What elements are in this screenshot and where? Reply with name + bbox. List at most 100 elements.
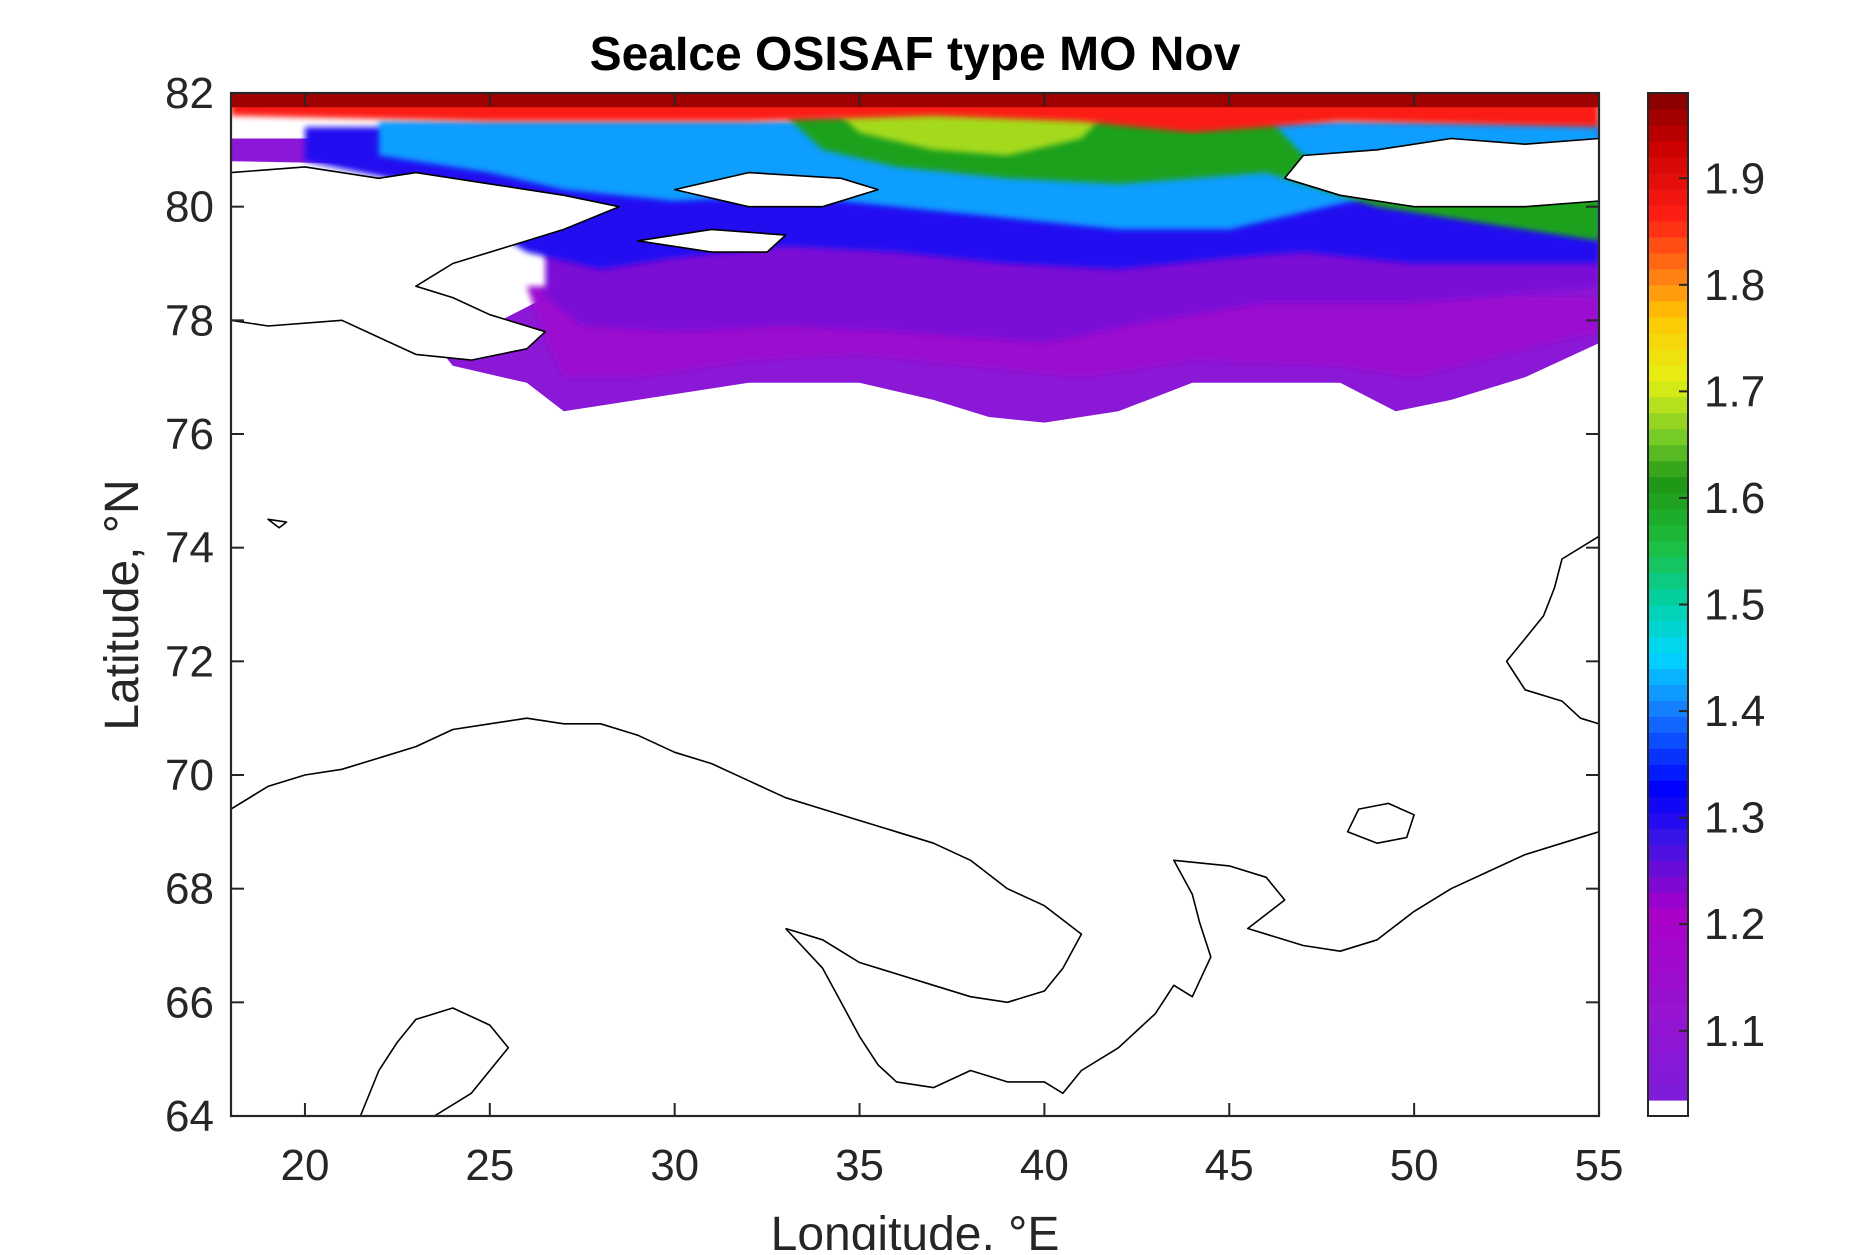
colorbar-bin xyxy=(1648,364,1688,382)
colorbar-bin xyxy=(1648,700,1688,717)
colorbar-tick-label: 1.4 xyxy=(1704,687,1765,736)
colorbar xyxy=(1647,92,1689,1117)
colorbar-bin xyxy=(1648,508,1688,526)
y-tick-label: 78 xyxy=(165,296,214,345)
colorbar-bin xyxy=(1648,1004,1688,1021)
franz-josef-land-coast xyxy=(1283,137,1599,208)
franz-josef-land-mask xyxy=(1284,138,1599,207)
colorbar-bin xyxy=(1648,796,1688,813)
colorbar-bin xyxy=(1648,156,1688,174)
bear-island-coast xyxy=(267,518,288,529)
colorbar-bin xyxy=(1648,684,1688,701)
colorbar-bin xyxy=(1648,236,1688,254)
colorbar-bin xyxy=(1648,1052,1688,1069)
svalbard-mask xyxy=(231,166,620,361)
ice-band-darkred xyxy=(231,93,1599,108)
colorbar-bin xyxy=(1648,300,1688,318)
colorbar-bin xyxy=(1648,668,1688,686)
colorbar-bin xyxy=(1648,764,1688,781)
x-tick-label: 55 xyxy=(1575,1141,1624,1190)
y-tick-label: 72 xyxy=(165,637,214,686)
y-tick-label: 74 xyxy=(165,524,214,573)
colorbar-tick-label: 1.2 xyxy=(1704,900,1765,949)
colorbar-bin xyxy=(1648,220,1688,238)
colorbar-bin xyxy=(1648,444,1688,462)
colorbar-bin xyxy=(1648,252,1688,270)
colorbar-bin xyxy=(1648,652,1688,670)
colorbar-bin xyxy=(1648,380,1688,398)
colorbar-bin xyxy=(1648,940,1688,957)
colorbar-bin xyxy=(1648,188,1688,206)
novaya-zemlya-coast xyxy=(1505,535,1599,725)
colorbar-bin xyxy=(1648,956,1688,973)
colorbar-bin xyxy=(1648,332,1688,350)
colorbar-bin xyxy=(1648,1020,1688,1037)
coastline xyxy=(231,137,1599,1116)
colorbar-bin xyxy=(1648,1036,1688,1053)
colorbar-bin xyxy=(1648,780,1688,797)
colorbar-bin xyxy=(1648,828,1688,845)
colorbar-bin xyxy=(1648,1100,1688,1117)
y-tick-label: 82 xyxy=(165,69,214,118)
colorbar-bin xyxy=(1648,988,1688,1005)
y-tick-label: 70 xyxy=(165,751,214,800)
land-mask xyxy=(231,138,1599,361)
colorbar-bin xyxy=(1648,572,1688,590)
colorbar-tick-label: 1.5 xyxy=(1704,581,1765,630)
colorbar-bin xyxy=(1648,348,1688,366)
colorbar-bin xyxy=(1648,732,1688,749)
colorbar-bin xyxy=(1648,428,1688,446)
colorbar-ticks: 1.1 1.2 1.3 1.4 1.5 1.6 1.7 1.8 1.9 xyxy=(1679,154,1765,1056)
x-tick-label: 35 xyxy=(835,1141,884,1190)
colorbar-bin xyxy=(1648,860,1688,877)
x-axis-label: Longitude, °E xyxy=(771,1208,1060,1250)
colorbar-tick-label: 1.1 xyxy=(1704,1007,1765,1056)
colorbar-bin xyxy=(1648,748,1688,765)
y-tick-label: 68 xyxy=(165,865,214,914)
x-tick-label: 45 xyxy=(1205,1141,1254,1190)
ice-band-violet xyxy=(545,246,1599,344)
y-tick-label: 76 xyxy=(165,410,214,459)
colorbar-bin xyxy=(1648,204,1688,222)
colorbar-bin xyxy=(1648,524,1688,542)
y-tick-label: 66 xyxy=(165,978,214,1027)
colorbar-bin xyxy=(1648,1084,1688,1101)
x-axis-ticks: 20 25 30 35 40 45 50 55 xyxy=(280,93,1623,1190)
y-tick-label: 80 xyxy=(165,183,214,232)
colorbar-bin xyxy=(1648,908,1688,925)
colorbar-bin xyxy=(1648,1068,1688,1085)
kvitoya-mask xyxy=(674,172,878,207)
colorbar-bin xyxy=(1648,396,1688,414)
colorbar-bin xyxy=(1648,556,1688,574)
x-tick-label: 25 xyxy=(465,1141,514,1190)
colorbar-bin xyxy=(1648,844,1688,861)
colorbar-bin xyxy=(1648,876,1688,893)
colorbar-bin xyxy=(1648,620,1688,638)
x-tick-label: 20 xyxy=(280,1141,329,1190)
colorbar-tick-label: 1.7 xyxy=(1704,367,1765,416)
colorbar-tick-label: 1.6 xyxy=(1704,474,1765,523)
colorbar-bin xyxy=(1648,412,1688,430)
plot-frame xyxy=(229,91,1601,1118)
chart-title: SeaIce OSISAF type MO Nov xyxy=(590,28,1241,81)
colorbar-bin xyxy=(1648,588,1688,606)
kola-coast xyxy=(231,717,1083,1004)
colorbar-bin xyxy=(1648,540,1688,558)
svalbard-coast xyxy=(231,166,620,361)
colorbar-bin xyxy=(1648,460,1688,478)
colorbar-bin xyxy=(1648,268,1688,286)
white-sea-coast xyxy=(785,831,1599,1095)
colorbar-tick-label: 1.3 xyxy=(1704,794,1765,843)
colorbar-bin xyxy=(1648,636,1688,654)
colorbar-tick-label: 1.8 xyxy=(1704,261,1765,310)
colorbar-bin xyxy=(1648,476,1688,494)
colorbar-bin xyxy=(1648,604,1688,622)
x-tick-label: 40 xyxy=(1020,1141,1069,1190)
kong-karls-land-coast xyxy=(636,228,787,253)
colorbar-bin xyxy=(1648,316,1688,334)
colorbar-bin xyxy=(1648,140,1688,158)
colorbar-bin xyxy=(1648,492,1688,510)
kolguev-coast xyxy=(1346,802,1415,844)
